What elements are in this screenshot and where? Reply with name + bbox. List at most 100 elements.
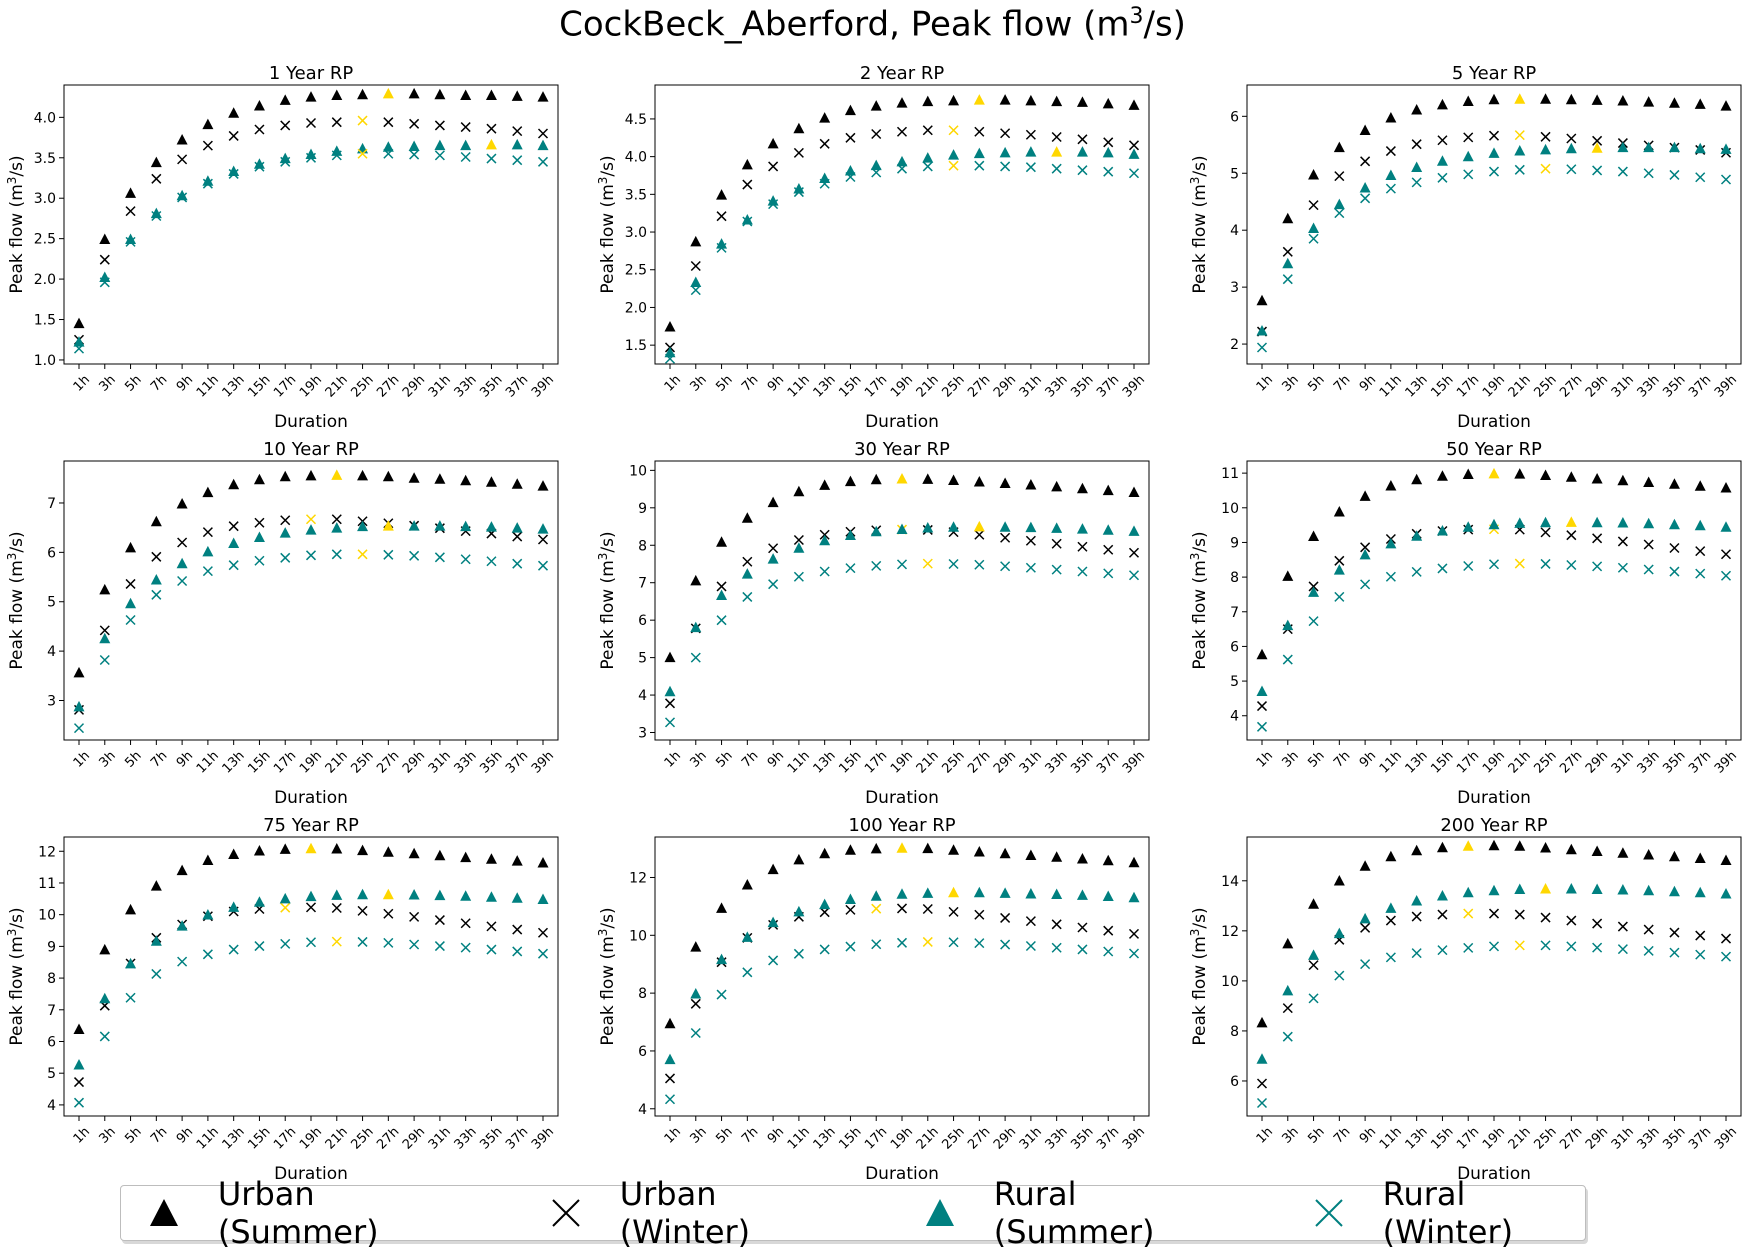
data-point-urban-winter bbox=[1128, 928, 1140, 939]
x-tick-label: 13h bbox=[220, 372, 248, 400]
data-point-rural-summer bbox=[870, 890, 882, 901]
data-point-rural-winter bbox=[690, 1027, 701, 1039]
data-point-rural-summer bbox=[1462, 886, 1474, 898]
data-point-rural-summer bbox=[973, 886, 985, 898]
data-point-urban-winter bbox=[1566, 133, 1577, 144]
data-point-urban-winter bbox=[1308, 960, 1319, 971]
x-tick-label: 1h bbox=[1254, 1124, 1276, 1146]
y-axis-label: Peak flow (m3/s) bbox=[5, 907, 27, 1045]
x-tick-label: 17h bbox=[862, 372, 890, 400]
data-point-rural-winter bbox=[1077, 566, 1088, 577]
data-point-urban-summer bbox=[382, 87, 394, 99]
data-point-rural-winter bbox=[1592, 165, 1603, 176]
x-tick-label: 7h bbox=[148, 1124, 170, 1146]
x-tick-label: 25h bbox=[1531, 748, 1559, 776]
y-tick-label: 7 bbox=[47, 1003, 56, 1019]
data-point-rural-winter bbox=[202, 949, 213, 960]
legend-marker-triangle-icon bbox=[150, 1199, 178, 1226]
x-tick-label: 5h bbox=[713, 1124, 735, 1146]
data-point-urban-summer bbox=[819, 847, 831, 859]
data-point-urban-summer bbox=[1436, 841, 1448, 853]
x-tick-label: 27h bbox=[374, 372, 402, 400]
data-point-urban-winter bbox=[537, 128, 549, 139]
y-tick-label: 1.5 bbox=[625, 338, 647, 354]
data-point-urban-summer bbox=[460, 89, 472, 101]
data-point-rural-summer bbox=[1514, 517, 1526, 528]
data-point-urban-winter bbox=[922, 903, 933, 915]
plot-frame bbox=[1246, 460, 1742, 741]
data-point-urban-summer bbox=[1076, 482, 1088, 494]
data-point-rural-summer bbox=[1282, 257, 1294, 269]
data-point-urban-winter bbox=[1463, 132, 1474, 143]
data-point-urban-winter bbox=[1695, 546, 1706, 557]
data-point-rural-winter bbox=[331, 936, 342, 947]
y-tick-label: 14 bbox=[1221, 874, 1239, 890]
data-point-urban-winter bbox=[151, 551, 162, 562]
x-tick-label: 3h bbox=[1280, 1124, 1302, 1146]
y-axis-label: Peak flow (m3/s) bbox=[5, 531, 27, 669]
data-point-urban-winter bbox=[1051, 131, 1062, 143]
data-point-urban-summer bbox=[125, 541, 137, 553]
x-tick-label: 33h bbox=[452, 748, 480, 776]
data-point-urban-summer bbox=[1308, 898, 1320, 909]
data-point-rural-summer bbox=[1436, 525, 1448, 536]
y-tick-label: 6 bbox=[638, 613, 647, 629]
data-point-rural-summer bbox=[1643, 884, 1655, 896]
data-point-urban-winter bbox=[202, 527, 213, 538]
x-tick-label: 39h bbox=[1712, 372, 1740, 400]
data-point-rural-winter bbox=[1256, 342, 1268, 353]
data-point-rural-summer bbox=[1359, 548, 1371, 560]
x-tick-label: 7h bbox=[739, 1124, 761, 1146]
data-point-rural-winter bbox=[434, 150, 445, 161]
data-point-rural-winter bbox=[819, 178, 830, 189]
data-point-urban-summer bbox=[485, 89, 497, 101]
x-tick-label: 15h bbox=[836, 748, 864, 776]
data-point-rural-summer bbox=[1462, 150, 1474, 162]
data-point-urban-summer bbox=[1128, 486, 1140, 497]
x-axis-label: Duration bbox=[865, 788, 939, 808]
data-point-rural-summer bbox=[973, 147, 985, 159]
y-tick-label: 10 bbox=[629, 928, 647, 944]
x-tick-label: 3h bbox=[97, 1124, 119, 1146]
x-tick-label: 9h bbox=[174, 372, 196, 394]
x-tick-label: 17h bbox=[271, 748, 299, 776]
data-point-urban-winter bbox=[793, 147, 804, 158]
data-point-urban-winter bbox=[254, 124, 265, 135]
data-point-rural-winter bbox=[716, 242, 727, 253]
data-point-urban-winter bbox=[1308, 200, 1319, 211]
data-point-rural-summer bbox=[948, 886, 960, 898]
x-tick-label: 5h bbox=[713, 372, 735, 394]
legend-marker-x-icon bbox=[1315, 1199, 1343, 1227]
x-tick-label: 9h bbox=[765, 372, 787, 394]
subplot-title: 1 Year RP bbox=[269, 63, 354, 84]
x-tick-label: 19h bbox=[888, 748, 916, 776]
data-point-urban-winter bbox=[896, 903, 908, 914]
y-tick-label: 6 bbox=[1230, 109, 1239, 125]
data-point-urban-winter bbox=[434, 915, 445, 926]
data-point-rural-winter bbox=[1643, 564, 1654, 575]
data-point-rural-winter bbox=[845, 563, 856, 574]
data-point-urban-winter bbox=[1051, 919, 1062, 930]
data-point-rural-winter bbox=[1566, 941, 1577, 952]
x-tick-label: 1h bbox=[662, 372, 684, 394]
data-point-rural-summer bbox=[1591, 142, 1603, 153]
data-point-urban-winter bbox=[357, 905, 368, 916]
data-point-urban-summer bbox=[253, 473, 265, 485]
x-axis-label: Duration bbox=[1457, 412, 1531, 432]
data-point-rural-summer bbox=[176, 189, 188, 201]
data-point-rural-summer bbox=[253, 896, 265, 907]
data-point-rural-summer bbox=[896, 888, 908, 899]
x-tick-label: 7h bbox=[739, 372, 761, 394]
subplot-2: 2 Year RP 1.5 2.0 2.5 3.0 3.5 4.0 4.5 1h 3h 5h 7h 9h… bbox=[596, 63, 1150, 432]
data-point-urban-winter bbox=[1282, 246, 1293, 257]
data-point-rural-summer bbox=[741, 213, 753, 225]
data-point-urban-summer bbox=[1462, 95, 1474, 107]
data-point-urban-winter bbox=[512, 531, 523, 542]
x-tick-label: 11h bbox=[194, 1124, 222, 1152]
data-point-urban-summer bbox=[1076, 96, 1088, 107]
data-point-rural-winter bbox=[948, 160, 959, 171]
data-point-urban-summer bbox=[819, 112, 831, 123]
x-tick-label: 27h bbox=[965, 372, 993, 400]
